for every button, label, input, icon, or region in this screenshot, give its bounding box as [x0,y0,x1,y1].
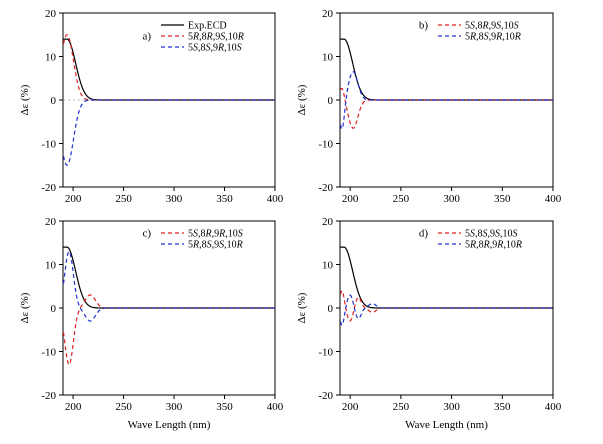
legend-label: 5S,8S,9S,10S [465,229,518,240]
x-tick-label: 400 [267,401,284,413]
y-tick-label: -10 [41,347,56,359]
legend-label: Exp.ECD [188,21,227,32]
y-tick-label: -10 [318,347,333,359]
y-axis-title: Δε (%) [296,292,308,323]
y-axis-title: Δε (%) [19,84,31,115]
series-line-2 [62,34,275,101]
series-line-2 [62,294,275,366]
x-tick-label: 200 [65,193,82,205]
x-tick-label: 300 [443,401,460,413]
chart-panel-3: -20 -10 0 10 20 200 250 300 350 400 Δε (%) Wave Len… [19,216,284,431]
y-tick-label: 10 [322,52,334,64]
x-tick-label: 250 [393,193,410,205]
series-line-3 [339,294,553,326]
y-axis-title: Δε (%) [296,84,308,115]
x-tick-label: 300 [166,193,183,205]
x-axis-title: Wave Length (nm) [405,419,488,431]
y-tick-label: -10 [41,139,56,151]
y-axis-title: Δε (%) [19,292,31,323]
y-tick-label: -20 [41,390,56,402]
y-tick-label: 10 [322,260,334,272]
x-tick-label: 300 [166,401,183,413]
series-line-2 [339,290,553,322]
y-tick-label: -20 [318,390,333,402]
x-tick-label: 350 [216,193,233,205]
x-axis-title: Wave Length (nm) [128,419,211,431]
panel-label: c) [142,228,151,240]
legend-label: 5R,8S,9S,10R [188,240,243,251]
x-tick-label: 350 [494,193,511,205]
series-line-1 [63,246,275,309]
x-tick-label: 300 [443,193,460,205]
y-tick-label: 0 [51,303,57,315]
x-tick-label: 250 [115,401,132,413]
series-line-3 [62,250,275,322]
x-tick-label: 200 [342,193,359,205]
x-tick-label: 350 [494,401,511,413]
y-tick-label: 20 [45,216,57,228]
y-tick-label: 0 [328,303,334,315]
y-tick-label: 0 [51,95,57,107]
y-tick-label: -10 [318,139,333,151]
y-tick-label: -20 [318,182,333,194]
chart-panel-2: -20 -10 0 10 20 200 250 300 350 400 Δε (%) 5S,8R,9S… [296,8,562,205]
y-tick-label: 10 [45,52,57,64]
x-tick-label: 250 [393,401,410,413]
series-line-3 [62,99,275,166]
legend-label: 5S,8R,9S,10S [465,21,519,32]
chart-panel-4: -20 -10 0 10 20 200 250 300 350 400 Δε (%) Wave Len… [296,216,562,431]
legend-label: 5R,8R,9S,10R [188,32,244,43]
x-tick-label: 200 [65,401,82,413]
x-tick-label: 400 [545,193,562,205]
x-tick-label: 200 [342,401,359,413]
legend-label: 5S,8S,9R,10S [188,43,242,54]
panel-label: a) [142,31,151,43]
y-tick-label: 10 [45,260,57,272]
x-tick-label: 400 [545,401,562,413]
x-tick-label: 350 [216,401,233,413]
panel-label: d) [419,228,429,240]
y-tick-label: -20 [41,182,56,194]
y-tick-label: 20 [322,216,334,228]
legend-label: 5S,8R,9R,10S [188,229,243,240]
y-tick-label: 20 [45,8,57,20]
y-tick-label: 20 [322,8,334,20]
legend-label: 5R,8S,9R,10R [465,32,521,43]
series-line-2 [339,87,553,129]
series-line-1 [340,246,553,309]
y-tick-label: 0 [328,95,334,107]
x-tick-label: 400 [267,193,284,205]
panel-label: b) [419,20,429,32]
series-line-1 [63,38,275,101]
series-line-3 [339,71,553,130]
series-line-1 [340,38,553,101]
legend-label: 5R,8R,9R,10R [465,240,522,251]
x-tick-label: 250 [115,193,132,205]
